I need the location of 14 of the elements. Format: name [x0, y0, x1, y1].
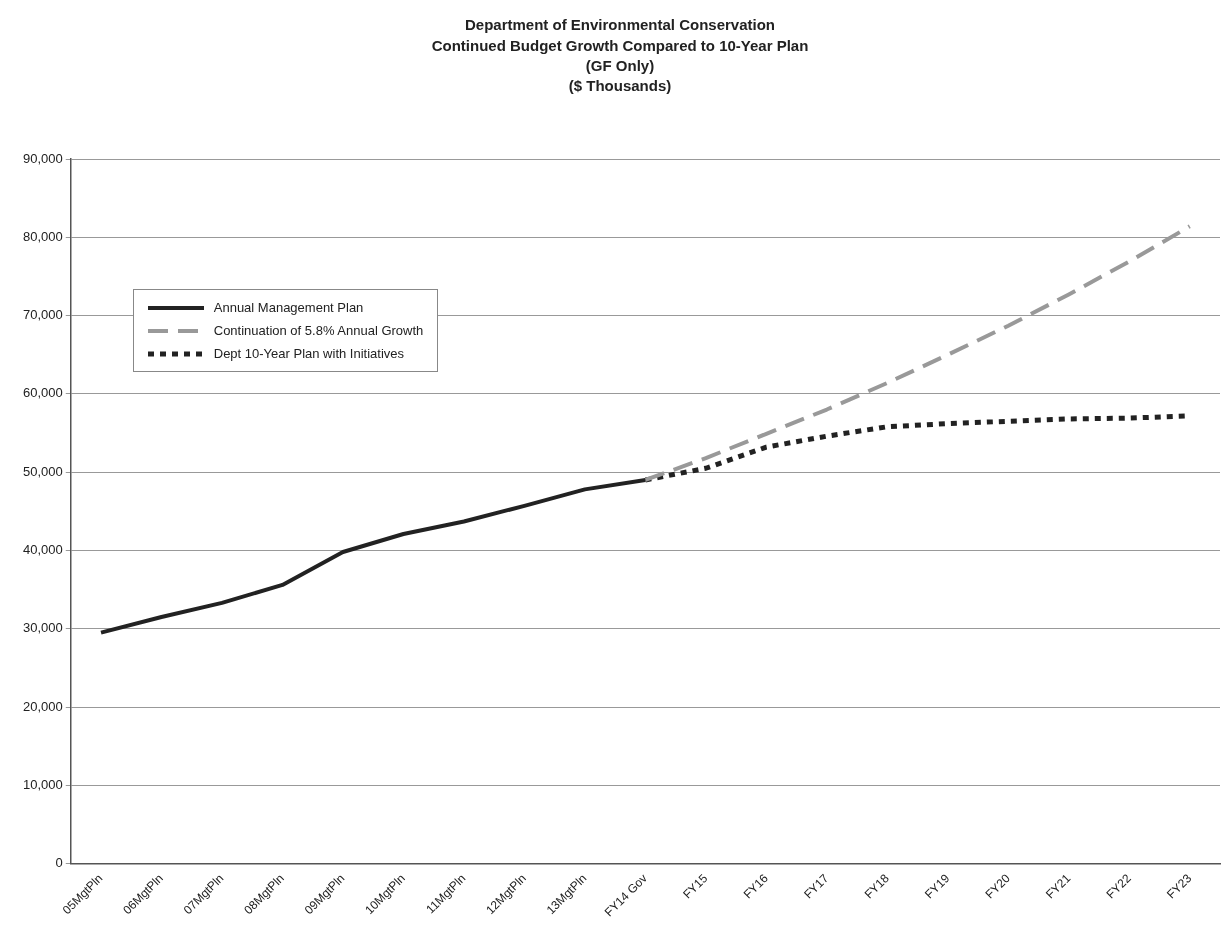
y-tick-label: 0 [55, 855, 63, 871]
legend-label: Annual Management Plan [213, 300, 364, 315]
legend-label: Continuation of 5.8% Annual Growth [213, 323, 424, 338]
y-tick-label: 90,000 [23, 150, 63, 166]
y-tick-label: 80,000 [23, 228, 63, 244]
y-tick-label: 20,000 [23, 698, 63, 714]
y-tick-label: 40,000 [23, 542, 63, 558]
legend-label: Dept 10-Year Plan with Initiatives [213, 346, 405, 361]
y-tick-label: 50,000 [23, 463, 63, 479]
y-tick-label: 10,000 [23, 776, 63, 792]
y-tick-label: 60,000 [23, 385, 63, 401]
y-tick-label: 70,000 [23, 307, 63, 323]
chart-title: Department of Environmental Conservation Continued Budget Growth Compared to 10-Year Plan (GF Only) ($ Thousands) [431, 16, 809, 95]
y-tick-label: 30,000 [23, 620, 63, 636]
